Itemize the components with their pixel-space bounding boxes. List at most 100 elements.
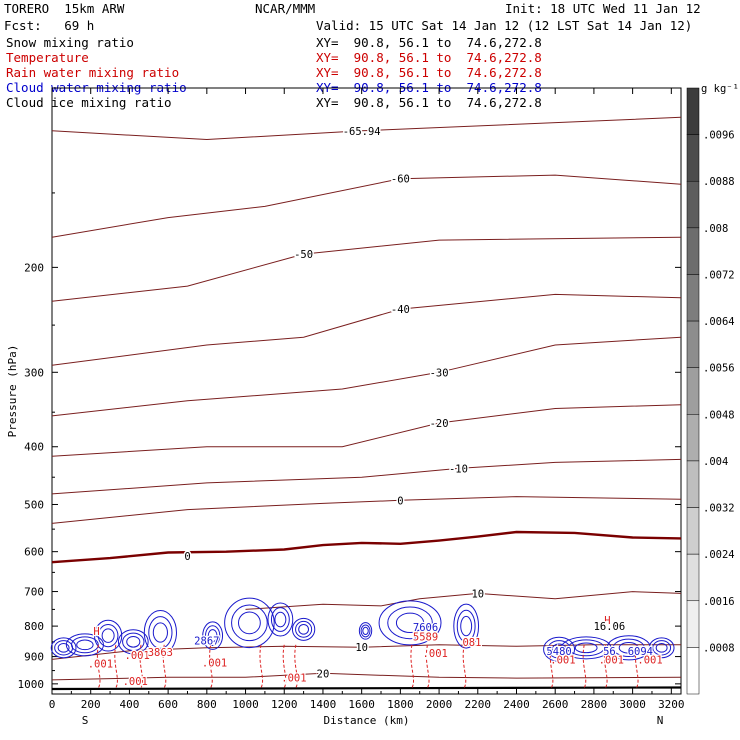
cloud-water-contour	[618, 641, 639, 654]
x-tick-label: 600	[158, 698, 178, 711]
axes: 0 200 400 600 800 1000 1200 1400 1600 1800 2000 220…	[6, 87, 685, 727]
cloud-water-contour	[224, 597, 275, 649]
cloud-water-contour	[395, 612, 425, 634]
x-tick-label: 0	[49, 698, 56, 711]
rain-water-contour	[294, 644, 298, 688]
model-title: TORERO 15km ARW	[4, 1, 125, 16]
hydrometeor-label: .001	[281, 672, 306, 684]
cloud-water-contour	[291, 617, 316, 641]
rain-water-contour	[549, 644, 554, 688]
cloud-water-contour	[65, 633, 104, 657]
rain-water-contour	[635, 644, 639, 688]
rain-water-contour	[114, 644, 118, 688]
cloud-water-contour	[652, 640, 672, 656]
hydrometeor-label: H	[604, 615, 610, 627]
cloud-water-contour	[207, 629, 218, 643]
cloud-water-contour	[50, 637, 77, 659]
x-tick-label: 1000	[232, 698, 259, 711]
temperature-contour	[51, 672, 682, 681]
cloud-water-contour	[567, 639, 605, 657]
hydrometeor-label: 56	[603, 646, 616, 658]
hydrometeor-label: 7606	[413, 622, 438, 634]
temperature-contour	[51, 496, 682, 524]
contour-label: 20	[317, 668, 330, 680]
cloud-water-contour	[101, 628, 115, 643]
cloud-water-contour	[543, 636, 576, 662]
plot-frame	[51, 87, 682, 695]
y-tick-label: 500	[24, 498, 44, 511]
hydrometeor-contours: .001 .001 .001 .001 .001 .001 .001 .001 .001 H 386…	[50, 597, 675, 689]
cloud-water-contour	[655, 642, 668, 653]
y-tick-label: 200	[24, 261, 44, 274]
cloud-water-contour	[76, 639, 94, 651]
temperature-contour	[51, 404, 682, 457]
cloud-water-contour	[202, 621, 224, 650]
y-tick-label: 700	[24, 586, 44, 599]
cloud-water-contour	[612, 638, 645, 658]
legend-name-4: Cloud ice mixing ratio	[6, 95, 172, 110]
colorbar-label: .0016	[703, 596, 735, 608]
cloud-water-contour	[231, 604, 268, 642]
cloud-water-contour	[378, 600, 442, 646]
colorbar-segment	[686, 367, 700, 415]
hydrometeor-label: .001	[550, 654, 575, 666]
legend-name-2: Rain water mixing ratio	[6, 65, 180, 80]
cloud-water-contour	[122, 632, 145, 652]
contour-label: -40	[391, 304, 410, 316]
colorbar-label: .0032	[703, 503, 735, 515]
cloud-water-contour	[117, 629, 149, 655]
y-tick-label: 1000	[18, 678, 45, 691]
x-tick-label: 2000	[426, 698, 453, 711]
colorbar-label: .0056	[703, 363, 735, 375]
colorbar-segment	[686, 553, 700, 602]
cloud-water-contour	[547, 640, 571, 659]
x-tick-label: 1600	[348, 698, 375, 711]
colorbar-label: .0024	[703, 549, 735, 561]
cloud-water-contour	[270, 607, 290, 632]
contour-label: 10	[471, 588, 484, 600]
contour-label: 10	[355, 642, 368, 654]
cloud-water-contour	[205, 625, 221, 647]
x-tick-label: 200	[81, 698, 101, 711]
colorbar-segment	[686, 227, 700, 275]
temperature-contour	[51, 236, 682, 302]
legend-name-1: Temperature	[6, 50, 89, 65]
x-tick-label: 2600	[542, 698, 569, 711]
x-tick-label: 1200	[271, 698, 298, 711]
south-label: S	[82, 714, 89, 727]
cloud-water-contour	[453, 603, 480, 649]
colorbar-label: .0088	[703, 176, 735, 188]
colorbar-segment	[686, 460, 700, 508]
y-tick-label: 800	[24, 620, 44, 633]
cloud-water-contour	[274, 611, 287, 628]
colorbar-segment	[686, 180, 700, 229]
colorbar-label: .0008	[703, 642, 735, 654]
hydrometeor-label: .001	[88, 659, 113, 671]
cloud-water-contour	[126, 635, 141, 648]
colorbar-unit: g kg⁻¹	[701, 83, 739, 95]
y-axis-label: Pressure (hPa)	[6, 345, 19, 438]
x-tick-label: 1400	[310, 698, 337, 711]
hydrometeor-label: .001	[125, 650, 150, 662]
legend-xy-4: XY= 90.8, 56.1 to 74.6,272.8	[316, 95, 542, 110]
rain-water-contour	[96, 644, 101, 688]
cloud-water-contour	[298, 623, 310, 635]
contour-label: -50	[294, 249, 313, 261]
rain-water-contour	[410, 644, 415, 688]
cloud-water-contour	[551, 643, 567, 656]
y-tick-label: 300	[24, 366, 44, 379]
cloud-water-contour	[143, 609, 177, 655]
rain-water-contour	[259, 644, 264, 688]
freezing-level-label: 0	[184, 551, 190, 563]
colorbar: .0096 .0088 .008 .0072 .0064 .0056 .0048 .004 .0…	[686, 83, 739, 695]
colorbar-segment	[686, 274, 700, 322]
hydrometeor-label: .001	[123, 676, 148, 688]
colorbar-label: .0048	[703, 409, 735, 421]
cloud-water-contour	[54, 640, 74, 656]
cloud-water-contour	[94, 619, 123, 652]
temperature-contour	[51, 174, 682, 238]
cloud-water-contour	[460, 615, 473, 637]
cloud-water-contour	[648, 637, 675, 659]
rain-water-contour	[582, 644, 587, 688]
x-tick-label: 2800	[581, 698, 608, 711]
